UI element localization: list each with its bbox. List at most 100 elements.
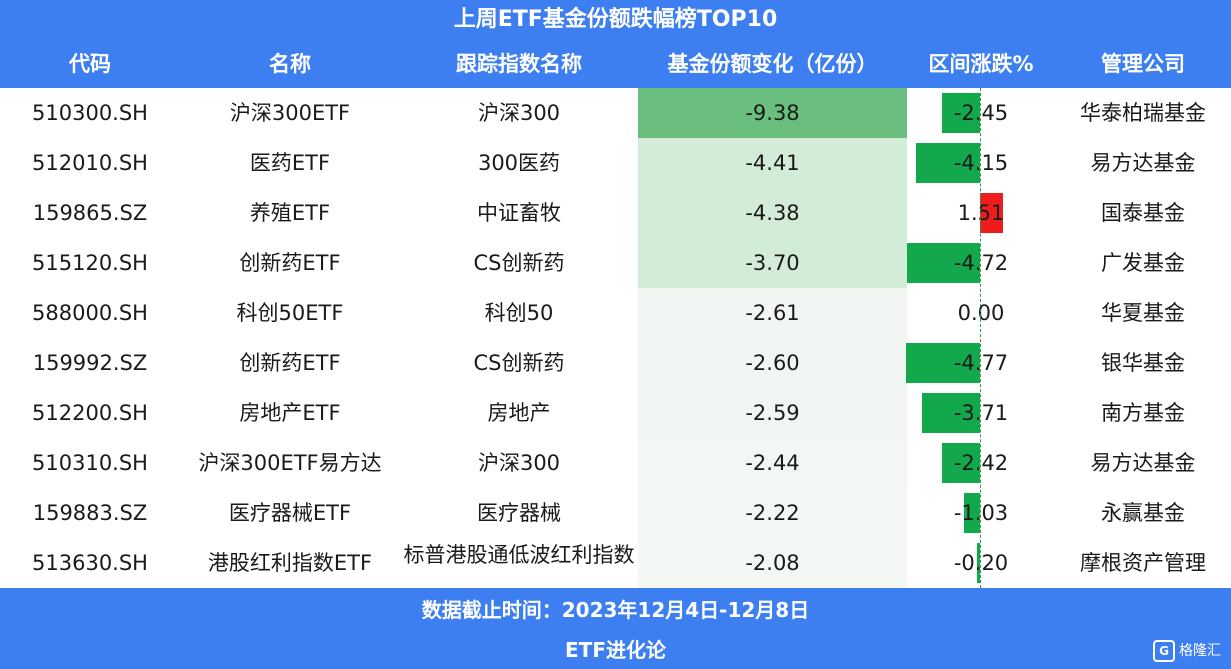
pct-change-bar <box>964 493 980 533</box>
name-cell: 医药ETF <box>249 151 331 175</box>
pct-change-bar <box>980 193 1004 233</box>
pct-change-label: 0.00 <box>957 301 1005 325</box>
index-cell: CS创新药 <box>473 351 565 375</box>
table-row: 159883.SZ 医疗器械ETF 医疗器械 -2.22 -1.03 永赢基金 <box>0 488 1231 538</box>
name-cell: 创新药ETF <box>239 251 341 275</box>
name-cell: 沪深300ETF <box>229 101 351 125</box>
company-cell: 永赢基金 <box>1101 501 1185 525</box>
share-change-label: -2.60 <box>745 351 800 375</box>
code-cell: 588000.SH <box>32 301 148 325</box>
share-change-bar <box>638 488 907 538</box>
company-cell: 易方达基金 <box>1090 151 1196 175</box>
name-cell: 港股红利指数ETF <box>207 551 373 575</box>
share-change-bar <box>638 88 907 138</box>
pct-change-label: -3.71 <box>953 401 1009 425</box>
column-header-index: 跟踪指数名称 <box>456 52 582 76</box>
table-row: 512010.SH 医药ETF 300医药 -4.41 -4.15 易方达基金 <box>0 138 1231 188</box>
pct-change-label: -1.03 <box>953 501 1009 525</box>
code-cell: 513630.SH <box>32 551 148 575</box>
pct-change-bar <box>942 443 980 483</box>
share-change-bar <box>638 438 907 488</box>
column-header-pct-change: 区间涨跌% <box>928 52 1034 76</box>
index-cell: 沪深300 <box>477 451 561 475</box>
share-change-bar <box>638 238 907 288</box>
code-cell: 159865.SZ <box>32 201 148 225</box>
pct-change-bar <box>942 93 980 133</box>
share-change-label: -4.41 <box>745 151 800 175</box>
table-row: 515120.SH 创新药ETF CS创新药 -3.70 -4.72 广发基金 <box>0 238 1231 288</box>
table-row: 513630.SH 港股红利指数ETF 标普港股通低波红利指数 -2.08 -0.20 摩… <box>0 538 1231 588</box>
table-row: 510310.SH 沪深300ETF易方达 沪深300 -2.44 -2.42 易方达基金 <box>0 438 1231 488</box>
share-change-bar <box>638 288 907 338</box>
code-cell: 159992.SZ <box>32 351 148 375</box>
name-cell: 房地产ETF <box>239 401 341 425</box>
code-cell: 159883.SZ <box>32 501 148 525</box>
share-change-bar <box>638 338 907 388</box>
share-change-bar <box>638 388 907 438</box>
company-cell: 华夏基金 <box>1101 301 1185 325</box>
column-header-code: 代码 <box>69 52 111 76</box>
index-cell: 医疗器械 <box>477 501 561 525</box>
table-row: 512200.SH 房地产ETF 房地产 -2.59 -3.71 南方基金 <box>0 388 1231 438</box>
table-row: 510300.SH 沪深300ETF 沪深300 -9.38 -2.45 华泰柏瑞基金 <box>0 88 1231 138</box>
share-change-bar <box>638 188 907 238</box>
source-text: ETF进化论 <box>565 638 666 662</box>
index-cell: 中证畜牧 <box>477 201 561 225</box>
data-table: 510300.SH 沪深300ETF 沪深300 -9.38 -2.45 华泰柏瑞基金 51… <box>0 88 1231 588</box>
name-cell: 科创50ETF <box>236 301 344 325</box>
pct-change-bar <box>922 393 980 433</box>
date-range-text: 数据截止时间：2023年12月4日-12月8日 <box>421 598 810 622</box>
column-header-name: 名称 <box>269 52 311 76</box>
table-row: 159992.SZ 创新药ETF CS创新药 -2.60 -4.77 银华基金 <box>0 338 1231 388</box>
company-cell: 华泰柏瑞基金 <box>1080 101 1206 125</box>
pct-change-label: 1.51 <box>957 201 1005 225</box>
code-cell: 510310.SH <box>32 451 148 475</box>
table-row: 159865.SZ 养殖ETF 中证畜牧 -4.38 1.51 国泰基金 <box>0 188 1231 238</box>
code-cell: 515120.SH <box>32 251 148 275</box>
pct-change-bar <box>906 343 980 383</box>
index-cell: 标普港股通低波红利指数 <box>403 543 635 567</box>
name-cell: 养殖ETF <box>249 201 331 225</box>
share-change-label: -2.44 <box>745 451 800 475</box>
watermark-text: 格隆汇 <box>1179 643 1221 659</box>
pct-change-label: -2.42 <box>953 451 1009 475</box>
column-header-company: 管理公司 <box>1101 52 1185 76</box>
code-cell: 512200.SH <box>32 401 148 425</box>
share-change-label: -2.59 <box>745 401 800 425</box>
pct-change-label: -2.45 <box>953 101 1009 125</box>
share-change-label: -4.38 <box>745 201 800 225</box>
pct-zero-axis <box>980 88 981 588</box>
company-cell: 南方基金 <box>1101 401 1185 425</box>
pct-change-bar <box>906 243 980 283</box>
company-cell: 国泰基金 <box>1101 201 1185 225</box>
pct-change-label: -4.15 <box>953 151 1009 175</box>
index-cell: 科创50 <box>484 301 554 325</box>
pct-change-label: -0.20 <box>953 551 1009 575</box>
logo-icon: G <box>1153 640 1175 662</box>
share-change-label: -2.08 <box>745 551 800 575</box>
column-header-share-change: 基金份额变化（亿份） <box>667 52 878 76</box>
code-cell: 510300.SH <box>32 101 148 125</box>
chart-title: 上周ETF基金份额跌幅榜TOP10 <box>453 7 778 32</box>
index-cell: 沪深300 <box>477 101 561 125</box>
index-cell: CS创新药 <box>473 251 565 275</box>
name-cell: 沪深300ETF易方达 <box>198 451 382 475</box>
share-change-bar <box>638 138 907 188</box>
pct-change-bar <box>976 543 980 583</box>
index-cell: 300医药 <box>477 151 561 175</box>
share-change-label: -2.22 <box>745 501 800 525</box>
company-cell: 银华基金 <box>1101 351 1185 375</box>
share-change-bar <box>638 538 907 588</box>
watermark-logo: G 格隆汇 <box>1153 639 1221 663</box>
pct-change-bar <box>915 143 980 183</box>
company-cell: 易方达基金 <box>1090 451 1196 475</box>
company-cell: 广发基金 <box>1101 251 1185 275</box>
footer: 数据截止时间：2023年12月4日-12月8日 ETF进化论 G 格隆汇 <box>0 588 1231 669</box>
share-change-label: -9.38 <box>745 101 800 125</box>
pct-change-label: -4.72 <box>953 251 1009 275</box>
code-cell: 512010.SH <box>32 151 148 175</box>
share-change-label: -3.70 <box>745 251 800 275</box>
table-header: 上周ETF基金份额跌幅榜TOP10 代码 名称 跟踪指数名称 基金份额变化（亿份… <box>0 0 1231 88</box>
share-change-label: -2.61 <box>745 301 800 325</box>
name-cell: 创新药ETF <box>239 351 341 375</box>
